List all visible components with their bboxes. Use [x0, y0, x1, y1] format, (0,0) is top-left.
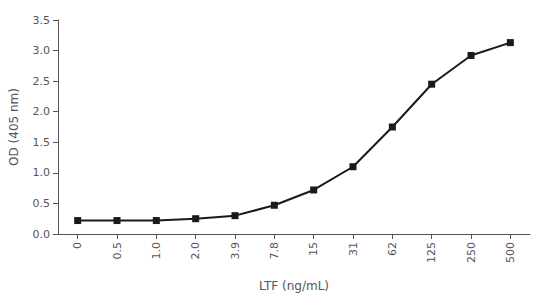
svg-text:250: 250 [465, 242, 478, 263]
svg-text:0: 0 [71, 242, 84, 249]
svg-text:0.0: 0.0 [33, 228, 51, 241]
svg-text:15: 15 [307, 242, 320, 256]
svg-text:2.5: 2.5 [33, 75, 51, 88]
svg-text:3.5: 3.5 [33, 14, 51, 27]
svg-text:2.0: 2.0 [33, 105, 51, 118]
svg-text:62: 62 [386, 242, 399, 256]
svg-text:OD (405 nm): OD (405 nm) [7, 88, 21, 166]
svg-text:2.0: 2.0 [189, 242, 202, 260]
svg-text:3.0: 3.0 [33, 44, 51, 57]
svg-text:0.5: 0.5 [33, 197, 51, 210]
svg-text:125: 125 [425, 242, 438, 263]
svg-text:0.5: 0.5 [111, 242, 124, 260]
svg-text:31: 31 [347, 242, 360, 256]
svg-text:LTF (ng/mL): LTF (ng/mL) [259, 279, 329, 293]
svg-text:3.9: 3.9 [229, 242, 242, 260]
svg-text:500: 500 [504, 242, 517, 263]
svg-text:1.0: 1.0 [33, 166, 51, 179]
svg-text:1.0: 1.0 [150, 242, 163, 260]
svg-text:1.5: 1.5 [33, 136, 51, 149]
svg-text:7.8: 7.8 [268, 242, 281, 260]
